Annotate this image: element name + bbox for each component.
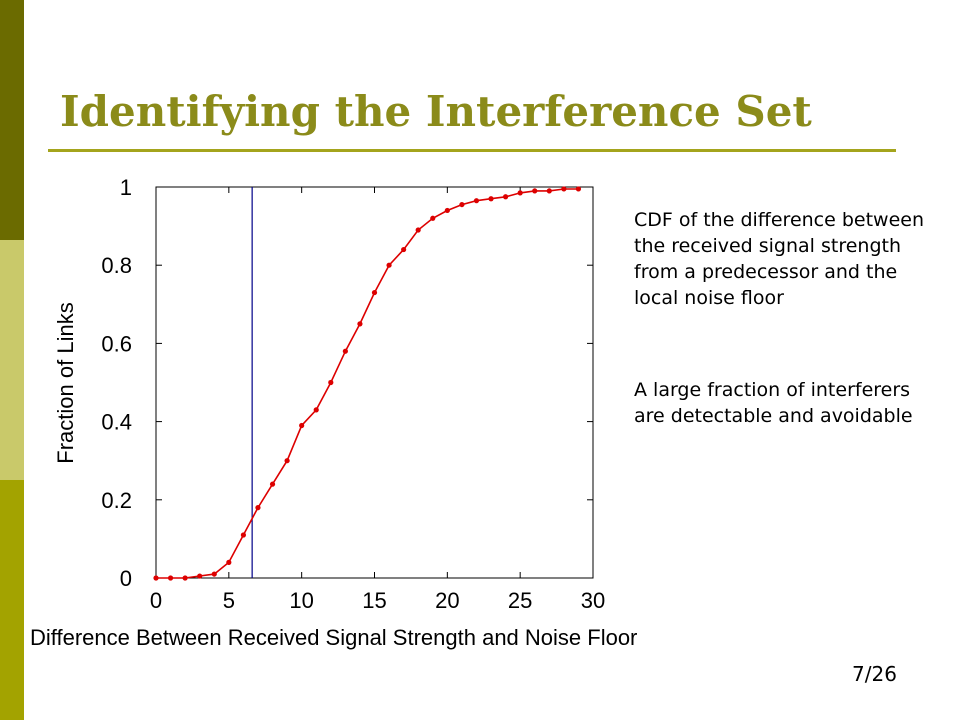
data-point: [197, 573, 203, 579]
data-point: [226, 559, 232, 565]
page-number: 7/26: [852, 662, 897, 686]
y-tick-label: 0.6: [101, 331, 132, 356]
data-point: [517, 190, 523, 196]
x-tick-label: 20: [435, 588, 459, 613]
data-point: [313, 407, 319, 413]
plot-frame: [155, 186, 594, 579]
data-point: [299, 422, 305, 429]
title-underline: [48, 149, 896, 152]
data-point: [357, 321, 363, 327]
data-point: [430, 215, 436, 221]
data-point: [546, 188, 552, 194]
data-point: [269, 481, 276, 487]
data-point: [444, 207, 450, 214]
x-tick-label: 10: [289, 588, 313, 613]
x-tick-label: 30: [581, 588, 605, 613]
data-point: [401, 246, 407, 253]
data-point: [255, 505, 261, 511]
slide-title: Identifying the Interference Set: [60, 87, 812, 136]
data-point: [371, 289, 378, 296]
data-point: [561, 186, 567, 192]
data-point: [153, 575, 159, 581]
x-tick-label: 5: [223, 588, 235, 613]
data-point: [240, 532, 246, 538]
caption-conclusion: A large fraction of interferers are dete…: [634, 379, 913, 427]
data-point: [328, 379, 334, 386]
data-point: [459, 201, 465, 208]
data-point: [284, 458, 290, 464]
data-point: [532, 188, 538, 194]
sidebar-band-bottom: [0, 480, 24, 720]
data-point: [167, 575, 174, 581]
x-tick-label: 0: [150, 588, 162, 613]
data-point: [575, 186, 582, 192]
data-point: [386, 262, 392, 268]
y-tick-label: 0.8: [101, 253, 132, 278]
data-point: [503, 194, 509, 200]
x-axis-label: Difference Between Received Signal Stren…: [30, 625, 637, 650]
sidebar-band-middle: [0, 240, 24, 480]
data-point: [342, 348, 348, 354]
sidebar-band-top: [0, 0, 24, 240]
x-tick-label: 25: [508, 588, 532, 613]
data-point: [473, 198, 480, 204]
sidebar-accent: [0, 0, 24, 720]
caption-cdf-description: CDF of the difference between the receiv…: [634, 209, 925, 309]
x-tick-label: 15: [362, 588, 386, 613]
data-point: [211, 571, 217, 577]
y-tick-label: 0.4: [101, 410, 132, 435]
series-line: [156, 188, 579, 579]
y-tick-label: 1: [120, 175, 132, 200]
data-point: [182, 575, 188, 581]
y-axis-label: Fraction of Links: [53, 302, 78, 463]
data-point: [415, 227, 421, 233]
y-tick-label: 0: [120, 566, 132, 591]
data-point: [488, 196, 494, 202]
y-tick-label: 0.2: [101, 488, 132, 513]
